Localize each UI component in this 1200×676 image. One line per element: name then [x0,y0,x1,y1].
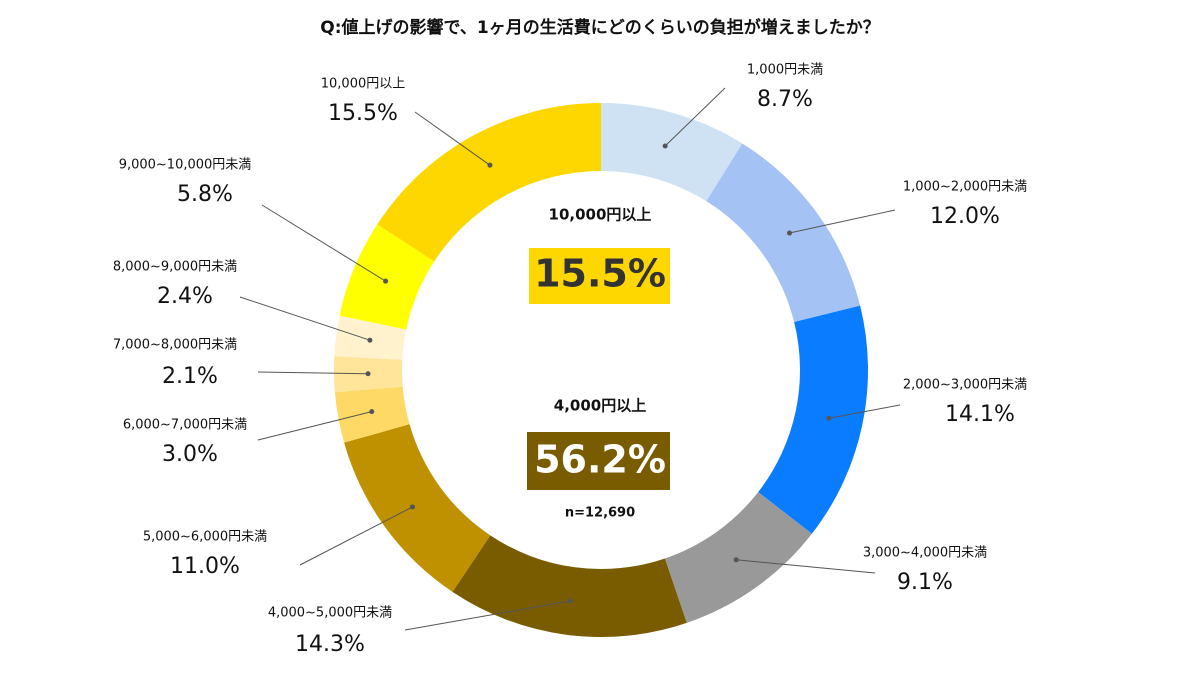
category-label: 8,000~9,000円未満 [113,260,237,275]
donut-slice [664,492,812,623]
category-label: 6,000~7,000円未満 [123,418,247,433]
center-label: n=12,690 [565,506,635,521]
category-label: 2,000~3,000円未満 [903,378,1027,393]
leader-dot [567,598,573,604]
leader-line [257,411,372,441]
value-label: 14.3% [295,632,365,657]
value-label: 5.8% [177,182,233,207]
leader-line [414,111,491,166]
leader-dot [409,504,415,510]
donut-slice [334,315,407,360]
category-label: 4,000~5,000円未満 [268,606,392,621]
leader-dot [487,162,493,168]
leader-dot [787,230,793,236]
value-label: 3.0% [162,442,218,467]
center-label: 10,000円以上 [549,206,652,224]
leader-line [789,209,896,234]
category-label: 1,000円未満 [747,63,823,78]
leader-dot [662,143,668,149]
donut-slice [706,143,861,322]
leader-dot [369,409,375,415]
center-label: 56.2% [534,438,666,482]
center-label: 15.5% [534,252,666,296]
donut-slice [334,386,410,443]
leader-dot [826,415,832,421]
value-label: 15.5% [328,101,398,126]
value-label: 8.7% [757,87,813,112]
leader-line [299,506,413,566]
leader-line [736,559,876,574]
donut-slice [339,224,435,330]
leader-dot [383,278,389,284]
category-label: 1,000~2,000円未満 [903,180,1027,195]
donut-slice [452,535,687,638]
value-label: 11.0% [170,554,240,579]
leader-dot [367,337,373,343]
value-label: 9.1% [897,570,953,595]
center-label: 4,000円以上 [554,397,646,415]
leader-line [261,204,386,282]
chart-title: Q:値上げの影響で、1ヶ月の生活費にどのくらいの負担が増えましたか？ [320,17,879,38]
donut-slice [601,103,743,202]
value-label: 12.0% [930,204,1000,229]
leader-line [404,600,571,631]
leader-dot [365,371,371,377]
category-label: 9,000~10,000円未満 [119,158,252,173]
leader-line [664,87,726,147]
donut-slice [377,103,601,262]
donut-slice [344,424,491,592]
leader-line [257,371,369,375]
leader-dot [733,557,739,563]
category-label: 5,000~6,000円未満 [143,530,267,545]
leader-line [239,296,371,341]
highlight-box [527,432,670,490]
value-label: 14.1% [945,402,1015,427]
value-label: 2.1% [162,364,218,389]
category-label: 3,000~4,000円未満 [863,546,987,561]
donut-slice [758,305,869,534]
category-label: 10,000円以上 [321,77,406,92]
value-label: 2.4% [157,284,213,309]
category-label: 7,000~8,000円未満 [113,338,237,353]
leader-line [828,404,901,419]
highlight-box [529,248,670,304]
